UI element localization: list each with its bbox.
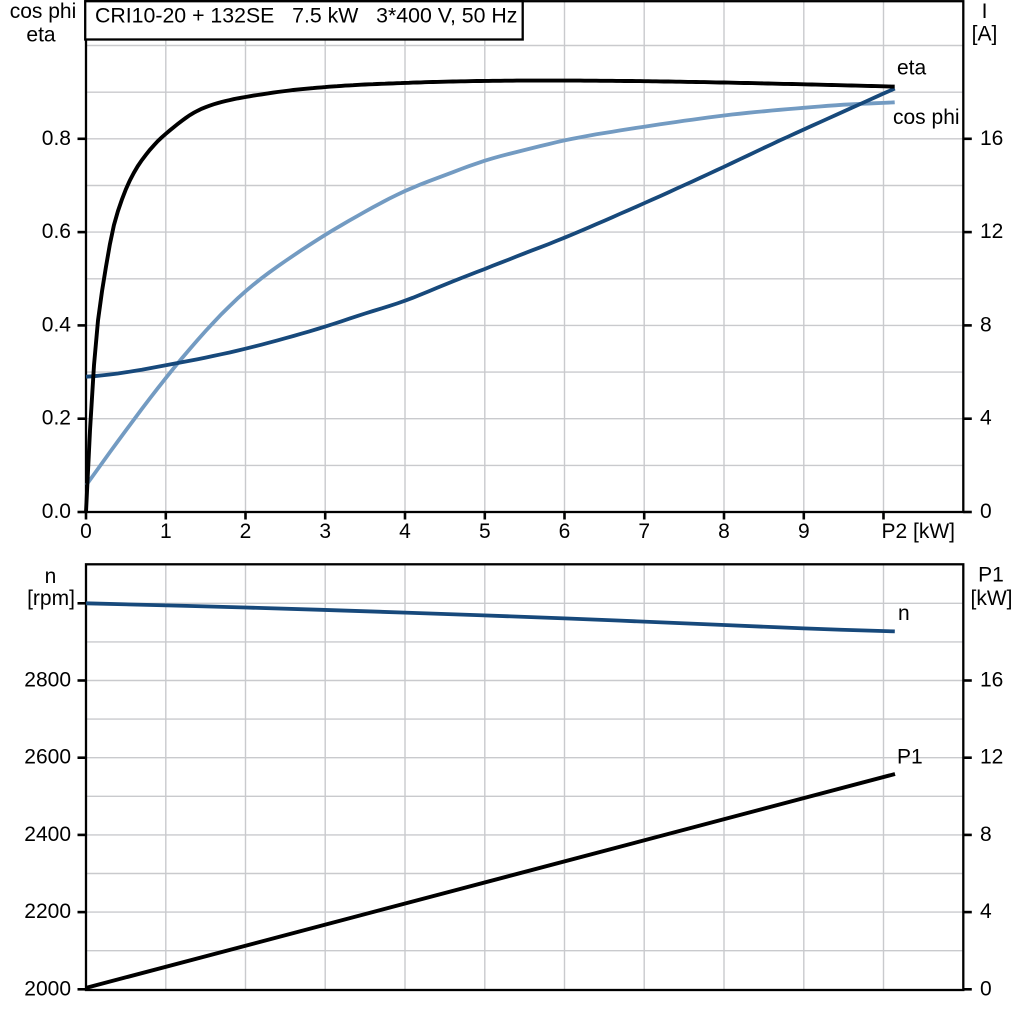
- svg-text:n: n: [898, 602, 910, 625]
- svg-text:8: 8: [718, 520, 730, 543]
- svg-text:4: 4: [980, 900, 992, 923]
- svg-text:0: 0: [80, 520, 92, 543]
- svg-text:2600: 2600: [24, 746, 71, 769]
- svg-text:3: 3: [319, 520, 331, 543]
- svg-text:cos phi: cos phi: [893, 106, 960, 129]
- svg-text:7: 7: [638, 520, 650, 543]
- svg-text:8: 8: [980, 313, 992, 336]
- svg-text:eta: eta: [26, 24, 56, 47]
- svg-text:4: 4: [399, 520, 411, 543]
- svg-text:P1: P1: [978, 564, 1004, 587]
- svg-text:eta: eta: [897, 57, 927, 80]
- svg-text:[A]: [A]: [972, 23, 998, 46]
- svg-text:P2 [kW]: P2 [kW]: [881, 520, 955, 543]
- svg-text:4: 4: [980, 407, 992, 430]
- svg-text:0: 0: [980, 500, 992, 523]
- svg-text:0.2: 0.2: [42, 407, 71, 430]
- svg-text:2200: 2200: [24, 900, 71, 923]
- svg-text:0: 0: [980, 977, 992, 1000]
- svg-text:12: 12: [980, 746, 1003, 769]
- svg-text:5: 5: [479, 520, 491, 543]
- svg-text:9: 9: [798, 520, 810, 543]
- svg-text:6: 6: [559, 520, 571, 543]
- svg-text:0.8: 0.8: [42, 127, 71, 150]
- svg-text:0.0: 0.0: [42, 500, 71, 523]
- svg-text:I: I: [982, 0, 988, 23]
- svg-text:2000: 2000: [24, 977, 71, 1000]
- svg-text:16: 16: [980, 669, 1003, 692]
- svg-text:0.4: 0.4: [42, 313, 72, 336]
- svg-text:12: 12: [980, 220, 1003, 243]
- svg-text:CRI10-20 + 132SE 7.5 kW 3*: CRI10-20 + 132SE 7.5 kW 3*400 V, 50 Hz: [95, 4, 517, 28]
- svg-text:2400: 2400: [24, 823, 71, 846]
- svg-text:2800: 2800: [24, 669, 71, 692]
- svg-text:P1: P1: [897, 746, 923, 769]
- svg-text:0.6: 0.6: [42, 220, 71, 243]
- svg-text:8: 8: [980, 823, 992, 846]
- svg-text:cos phi: cos phi: [10, 0, 77, 23]
- svg-text:[kW]: [kW]: [971, 587, 1013, 610]
- svg-text:2: 2: [240, 520, 252, 543]
- svg-text:[rpm]: [rpm]: [27, 587, 75, 610]
- svg-text:n: n: [45, 565, 57, 588]
- svg-text:16: 16: [980, 127, 1003, 150]
- svg-text:1: 1: [160, 520, 172, 543]
